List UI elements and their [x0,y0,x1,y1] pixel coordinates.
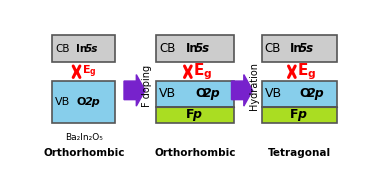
Text: VB: VB [55,97,71,107]
Text: O: O [76,97,86,107]
Text: 5s: 5s [299,42,314,55]
Bar [262,35,336,62]
Text: CB: CB [159,42,176,55]
Text: 5s: 5s [195,42,210,55]
Text: F: F [186,108,194,121]
Text: VB: VB [265,87,282,100]
Text: CB: CB [55,44,70,54]
Bar [262,107,336,123]
Text: In: In [76,44,88,54]
FancyArrow shape [124,75,145,106]
Text: Tetragonal: Tetragonal [268,148,331,158]
Text: $\mathbf{E_g}$: $\mathbf{E_g}$ [193,61,212,82]
Text: VB: VB [159,87,177,100]
Text: 5s: 5s [85,44,99,54]
Bar [156,107,234,123]
Text: Hydration: Hydration [249,62,259,110]
Text: CB: CB [265,42,281,55]
Text: F doping: F doping [141,65,152,107]
Bar [156,81,234,107]
Text: $\mathbf{E_g}$: $\mathbf{E_g}$ [297,61,316,82]
Text: 2p: 2p [203,87,221,100]
Bar [53,81,115,123]
Text: In: In [186,42,198,55]
Text: In: In [290,42,303,55]
Bar [262,81,336,107]
Text: 2p: 2p [307,87,325,100]
Text: Orthorhombic: Orthorhombic [155,148,236,158]
Text: Orthorhombic: Orthorhombic [43,148,125,158]
Text: p: p [192,108,201,121]
Bar [53,35,115,62]
Text: O: O [195,87,206,100]
FancyArrow shape [231,75,253,106]
Text: F: F [290,108,299,121]
Bar [156,35,234,62]
Text: $\mathbf{E_g}$: $\mathbf{E_g}$ [82,64,96,80]
Text: O: O [299,87,310,100]
Text: Ba₂In₂O₅: Ba₂In₂O₅ [65,133,103,142]
Text: 2p: 2p [85,97,100,107]
Text: p: p [297,108,306,121]
